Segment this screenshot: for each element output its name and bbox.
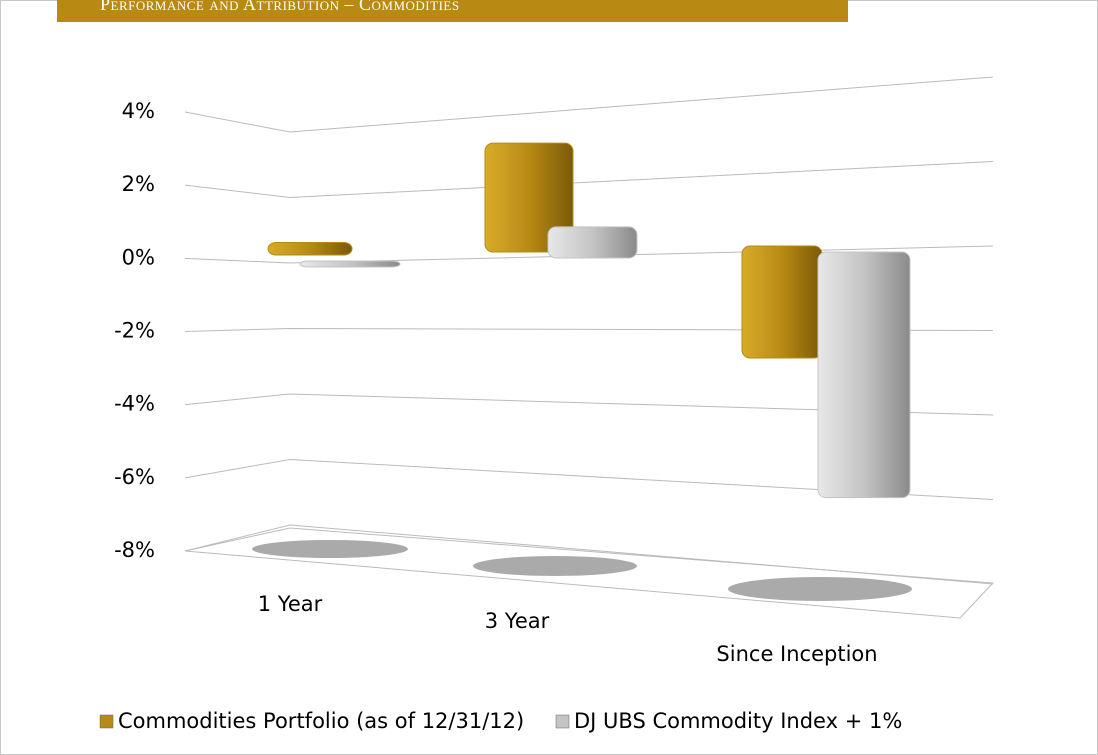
- y-tick-label: 4%: [122, 99, 155, 123]
- grid-line: [184, 524, 994, 585]
- shadow: [473, 556, 637, 576]
- x-tick-label: 3 Year: [485, 609, 550, 633]
- x-tick-label: Since Inception: [716, 642, 877, 666]
- chart-title: Performance and Attribution – Commoditie…: [100, 0, 460, 14]
- legend-label: Commodities Portfolio (as of 12/31/12): [118, 709, 524, 733]
- bars: [267, 142, 911, 499]
- legend-label: DJ UBS Commodity Index + 1%: [574, 709, 902, 733]
- grid-line: [184, 393, 994, 416]
- bar: [817, 251, 911, 499]
- grid-line: [184, 458, 994, 500]
- bar: [267, 242, 353, 256]
- y-tick-label: -8%: [114, 538, 155, 562]
- grid-line: [184, 76, 994, 133]
- bar: [547, 226, 638, 259]
- y-tick-label: -4%: [114, 392, 155, 416]
- y-tick-label: 2%: [122, 172, 155, 196]
- x-tick-label: 1 Year: [258, 592, 323, 616]
- y-tick-label: 0%: [122, 245, 155, 269]
- title-banner: [57, 0, 848, 22]
- shadow: [728, 577, 912, 601]
- shadow: [252, 540, 408, 558]
- bar: [741, 245, 823, 359]
- bar: [484, 142, 574, 253]
- bar: [299, 260, 401, 268]
- labels: -8% -6% -4% -2% 0% 2% 4% 1 Year 3 Year Since Ince…: [99, 99, 902, 733]
- grid-line: [184, 161, 994, 199]
- legend-swatch: [555, 714, 570, 729]
- y-tick-label: -2%: [114, 319, 155, 343]
- legend-swatch: [99, 714, 114, 729]
- y-tick-label: -6%: [114, 465, 155, 489]
